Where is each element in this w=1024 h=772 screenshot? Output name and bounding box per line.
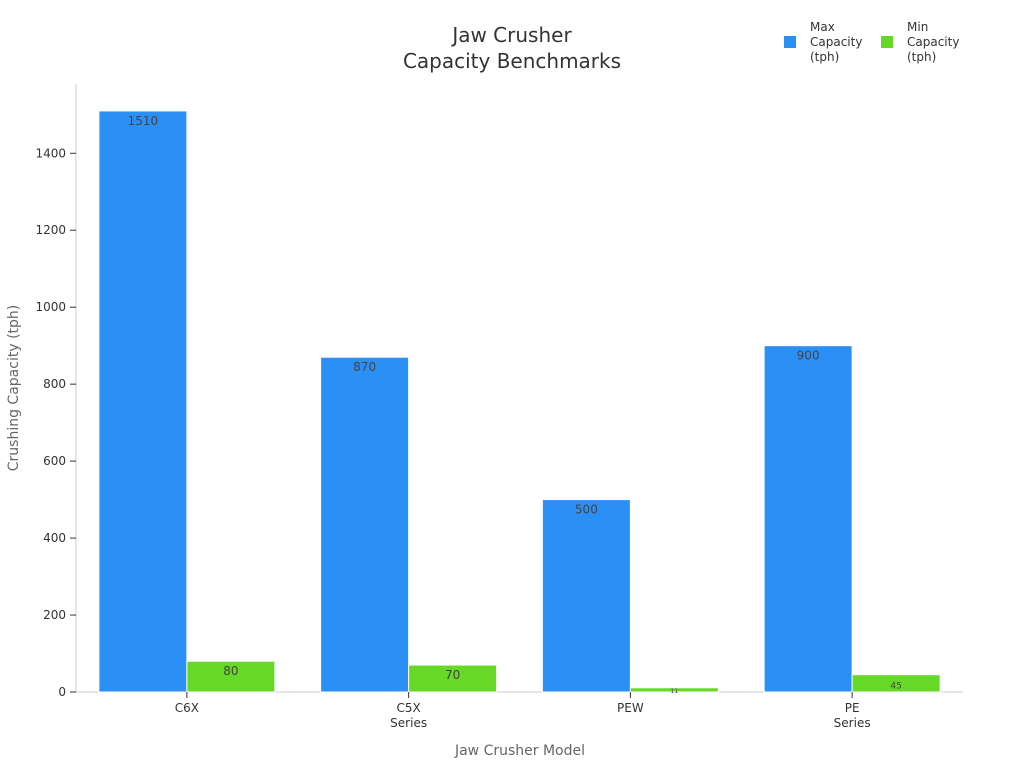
x-axis-title: Jaw Crusher Model bbox=[454, 743, 585, 759]
legend-label: Min Capacity (tph) bbox=[907, 20, 959, 64]
y-axis-title: Crushing Capacity (tph) bbox=[6, 305, 22, 471]
bar[interactable] bbox=[408, 664, 498, 693]
bar-value-label: 500 bbox=[575, 503, 598, 517]
bar-value-label: 11 bbox=[671, 688, 679, 695]
y-tick-label: 0 bbox=[58, 685, 66, 699]
y-tick-label: 600 bbox=[43, 454, 66, 468]
bar[interactable] bbox=[851, 674, 941, 693]
y-tick-label: 200 bbox=[43, 608, 66, 622]
legend-label: Max Capacity (tph) bbox=[810, 20, 862, 64]
bar[interactable] bbox=[320, 356, 410, 693]
y-tick-label: 1400 bbox=[35, 146, 66, 160]
y-tick-label: 1200 bbox=[35, 223, 66, 237]
bar[interactable] bbox=[186, 660, 276, 693]
bar-value-label: 1510 bbox=[128, 114, 159, 128]
bar-series: 1510 80 870 70 500 11 900 45 bbox=[98, 110, 941, 695]
chart-title-line-1: Jaw Crusher bbox=[450, 23, 572, 47]
x-tick-label: C6X bbox=[175, 701, 199, 715]
bar[interactable] bbox=[763, 345, 853, 693]
bar-value-label: 70 bbox=[445, 668, 460, 682]
y-tick-label: 400 bbox=[43, 531, 66, 545]
x-tick-label: C5X Series bbox=[390, 701, 427, 730]
x-tick-label: PEW bbox=[617, 701, 644, 715]
bar-value-label: 900 bbox=[797, 349, 820, 363]
bar-value-label: 80 bbox=[223, 664, 238, 678]
bar-value-label: 870 bbox=[353, 360, 376, 374]
chart-title-line-2: Capacity Benchmarks bbox=[403, 49, 621, 73]
legend: Max Capacity (tph) Min Capacity (tph) bbox=[784, 20, 959, 64]
y-tick-label: 800 bbox=[43, 377, 66, 391]
bar-value-label: 45 bbox=[890, 682, 901, 692]
y-tick-label: 1000 bbox=[35, 300, 66, 314]
y-axis-ticks: 0 200 400 600 800 1000 1200 1400 bbox=[35, 146, 76, 699]
bar[interactable] bbox=[541, 499, 631, 693]
x-axis-ticks: C6X C5X Series PEW PE Series bbox=[175, 692, 871, 730]
x-tick-label: PE Series bbox=[834, 701, 871, 730]
legend-swatch bbox=[881, 36, 893, 48]
bar[interactable] bbox=[629, 687, 719, 693]
bar[interactable] bbox=[98, 110, 188, 693]
legend-swatch bbox=[784, 36, 796, 48]
